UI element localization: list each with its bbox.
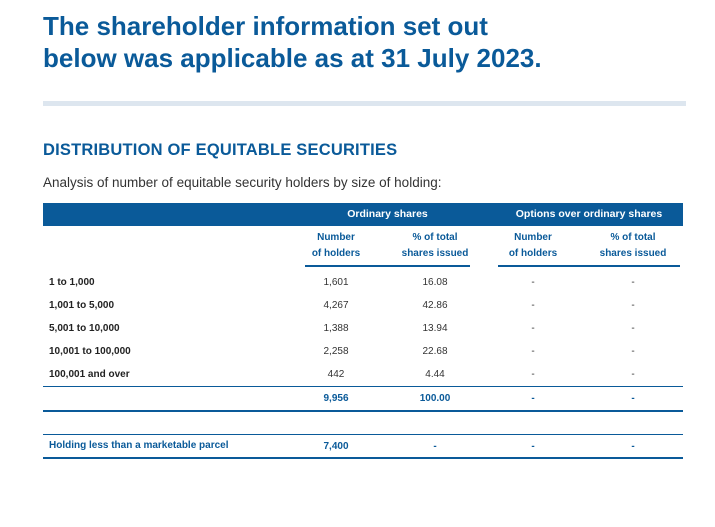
marketable-parcel-row: Holding less than a marketable parcel 7,… bbox=[43, 435, 683, 459]
cell-ord-holders: 1,601 bbox=[323, 277, 349, 288]
col-header-line: Number bbox=[317, 232, 355, 243]
col-header-line: of holders bbox=[311, 248, 361, 259]
col-header-line: shares issued bbox=[401, 248, 469, 259]
cell-opt-holders: - bbox=[531, 300, 535, 311]
section-divider bbox=[43, 101, 686, 106]
col-header-ord-percent: % of total shares issued bbox=[395, 230, 475, 262]
cell-ord-percent: 4.44 bbox=[425, 369, 445, 380]
page-headline: The shareholder information set out belo… bbox=[43, 10, 683, 74]
col-header-line: shares issued bbox=[599, 248, 667, 259]
total-opt-percent: - bbox=[631, 393, 635, 404]
total-row: 9,956 100.00 - - bbox=[43, 386, 683, 412]
total-ord-holders: 9,956 bbox=[323, 393, 349, 404]
cell-ord-holders: 4,267 bbox=[323, 300, 349, 311]
row-label: 1,001 to 5,000 bbox=[49, 300, 115, 311]
table-group-header: Ordinary shares Options over ordinary sh… bbox=[43, 203, 683, 226]
table-spacer-row bbox=[43, 412, 683, 435]
col-header-line: of holders bbox=[508, 248, 558, 259]
row-label: 1 to 1,000 bbox=[49, 277, 95, 288]
table-row: 100,001 and over 442 4.44 - - bbox=[43, 363, 683, 386]
col-header-ord-holders: Number of holders bbox=[303, 230, 369, 262]
table-sub-header: Number of holders % of total shares issu… bbox=[43, 226, 683, 267]
table-row: 10,001 to 100,000 2,258 22.68 - - bbox=[43, 340, 683, 363]
cell-opt-percent: - bbox=[631, 369, 635, 380]
parcel-ord-holders: 7,400 bbox=[323, 441, 349, 452]
total-ord-percent: 100.00 bbox=[419, 393, 451, 404]
cell-ord-percent: 13.94 bbox=[422, 323, 448, 334]
col-header-line: Number bbox=[514, 232, 552, 243]
cell-opt-holders: - bbox=[531, 369, 535, 380]
parcel-ord-percent: - bbox=[433, 441, 437, 452]
col-header-line: % of total bbox=[610, 232, 656, 243]
cell-opt-percent: - bbox=[631, 300, 635, 311]
section-title: DISTRIBUTION OF EQUITABLE SECURITIES bbox=[43, 141, 398, 159]
cell-ord-percent: 22.68 bbox=[422, 346, 448, 357]
cell-opt-holders: - bbox=[531, 277, 535, 288]
headline-line-1: The shareholder information set out bbox=[43, 11, 488, 41]
total-opt-holders: - bbox=[531, 393, 535, 404]
cell-ord-percent: 16.08 bbox=[422, 277, 448, 288]
cell-ord-holders: 2,258 bbox=[323, 346, 349, 357]
col-header-line: % of total bbox=[412, 232, 458, 243]
group-header-options: Options over ordinary shares bbox=[515, 208, 663, 220]
cell-opt-percent: - bbox=[631, 323, 635, 334]
row-label: 100,001 and over bbox=[49, 369, 130, 380]
row-label: 5,001 to 10,000 bbox=[49, 323, 120, 334]
header-rule-ordinary bbox=[305, 265, 470, 267]
row-label: 10,001 to 100,000 bbox=[49, 346, 131, 357]
cell-opt-holders: - bbox=[531, 346, 535, 357]
table-row: 1,001 to 5,000 4,267 42.86 - - bbox=[43, 294, 683, 317]
col-header-opt-holders: Number of holders bbox=[498, 230, 568, 262]
cell-opt-percent: - bbox=[631, 346, 635, 357]
cell-opt-holders: - bbox=[531, 323, 535, 334]
parcel-opt-percent: - bbox=[631, 441, 635, 452]
parcel-label: Holding less than a marketable parcel bbox=[49, 440, 229, 451]
table-row: 1 to 1,000 1,601 16.08 - - bbox=[43, 271, 683, 294]
parcel-opt-holders: - bbox=[531, 441, 535, 452]
col-header-opt-percent: % of total shares issued bbox=[593, 230, 673, 262]
headline-line-2: below was applicable as at 31 July 2023. bbox=[43, 43, 542, 73]
cell-ord-holders: 442 bbox=[327, 369, 345, 380]
cell-opt-percent: - bbox=[631, 277, 635, 288]
header-rule-options bbox=[498, 265, 680, 267]
table-row: 5,001 to 10,000 1,388 13.94 - - bbox=[43, 317, 683, 340]
cell-ord-percent: 42.86 bbox=[422, 300, 448, 311]
cell-ord-holders: 1,388 bbox=[323, 323, 349, 334]
intro-text: Analysis of number of equitable security… bbox=[43, 175, 442, 190]
group-header-ordinary-shares: Ordinary shares bbox=[347, 208, 428, 220]
distribution-table: Ordinary shares Options over ordinary sh… bbox=[43, 203, 683, 459]
